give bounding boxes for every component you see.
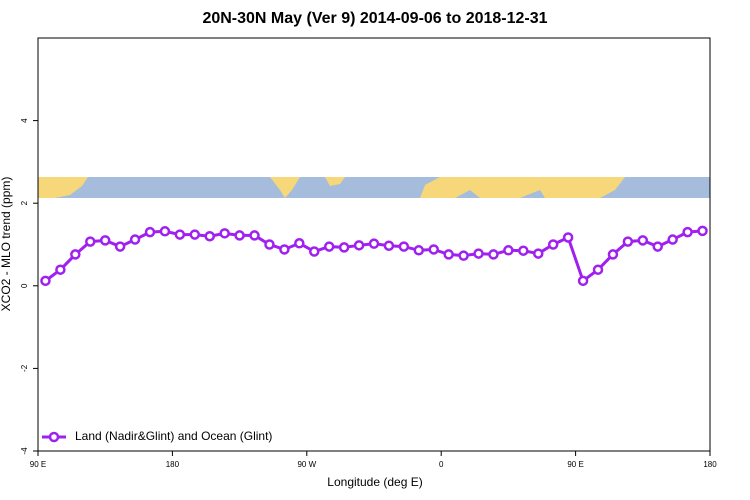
data-point — [383, 240, 395, 251]
data-point — [368, 238, 380, 249]
data-point — [323, 241, 335, 252]
data-point — [518, 245, 529, 256]
data-point — [652, 241, 663, 252]
data-point — [70, 249, 81, 260]
plot-frame — [37, 37, 711, 452]
data-point — [622, 236, 634, 247]
data-point — [577, 275, 589, 287]
data-point — [40, 275, 51, 287]
y-tick-label: -4 — [20, 447, 29, 455]
data-point — [174, 229, 186, 240]
legend-label: Land (Nadir&Glint) and Ocean (Glint) — [75, 429, 272, 443]
x-tick-label: 90 E — [567, 460, 583, 469]
data-point — [294, 238, 305, 249]
data-point — [309, 246, 320, 257]
data-point — [458, 250, 469, 261]
data-point — [189, 229, 201, 240]
data-point — [637, 235, 649, 246]
data-point — [503, 245, 514, 256]
data-point — [353, 240, 365, 251]
y-tick-label: 4 — [20, 118, 29, 123]
data-point — [99, 235, 111, 246]
x-tick-label: 180 — [166, 460, 180, 469]
data-point — [159, 226, 171, 237]
data-point — [144, 226, 156, 238]
data-point — [533, 248, 544, 259]
x-tick-label: 90 E — [30, 460, 46, 469]
y-axis-label: XCO2 - MLO trend (ppm) — [0, 177, 13, 312]
data-point — [667, 234, 678, 245]
data-point — [398, 241, 410, 252]
series-line — [44, 229, 703, 284]
data-point — [547, 239, 559, 250]
chart-title: 20N-30N May (Ver 9) 2014-09-06 to 2018-1… — [202, 10, 547, 27]
data-point — [428, 244, 439, 255]
data-point — [234, 230, 245, 241]
data-point — [114, 241, 126, 252]
data-point — [279, 244, 290, 255]
data-point — [697, 225, 708, 237]
data-point — [219, 228, 230, 239]
data-point — [264, 239, 275, 250]
x-axis-label: Longitude (deg E) — [327, 475, 422, 489]
y-tick-label: -2 — [20, 364, 29, 372]
data-point — [443, 249, 454, 260]
y-tick-label: 0 — [20, 283, 29, 288]
data-point — [488, 249, 499, 260]
map-strip — [38, 177, 710, 198]
data-point — [249, 230, 260, 241]
data-point — [129, 234, 141, 245]
data-point — [85, 236, 96, 247]
legend-marker — [48, 431, 60, 443]
y-tick-label: 2 — [20, 200, 29, 205]
x-tick-label: 0 — [439, 460, 444, 469]
data-point — [204, 230, 215, 242]
data-point — [338, 242, 350, 253]
data-point — [473, 248, 484, 259]
data-point — [55, 264, 66, 275]
data-point — [413, 245, 425, 256]
data-point — [607, 249, 619, 260]
data-point — [682, 226, 693, 238]
data-point — [562, 232, 574, 243]
x-tick-label: 180 — [703, 460, 717, 469]
data-point — [592, 264, 604, 275]
x-tick-label: 90 W — [297, 460, 316, 469]
